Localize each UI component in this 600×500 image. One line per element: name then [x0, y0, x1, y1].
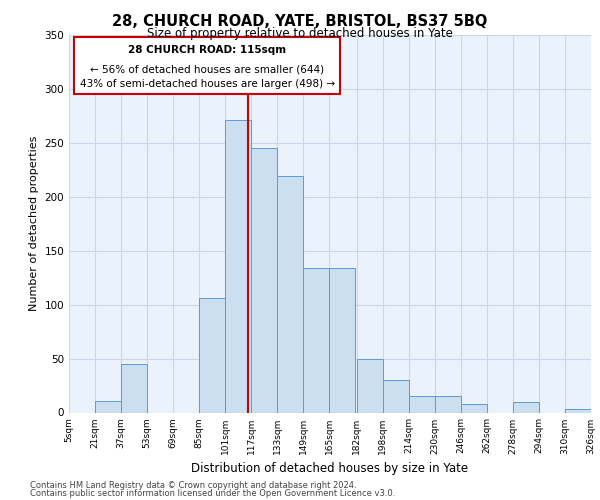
Bar	[383, 380, 409, 412]
Bar	[565, 410, 591, 412]
Y-axis label: Number of detached properties: Number of detached properties	[29, 136, 39, 312]
Bar	[513, 402, 539, 412]
Text: Contains public sector information licensed under the Open Government Licence v3: Contains public sector information licen…	[30, 489, 395, 498]
Bar	[199, 298, 225, 412]
Text: Size of property relative to detached houses in Yate: Size of property relative to detached ho…	[147, 28, 453, 40]
Bar	[303, 268, 329, 412]
Bar	[251, 148, 277, 412]
Text: 43% of semi-detached houses are larger (498) →: 43% of semi-detached houses are larger (…	[80, 80, 335, 90]
Bar	[277, 176, 303, 412]
Text: Contains HM Land Registry data © Crown copyright and database right 2024.: Contains HM Land Registry data © Crown c…	[30, 481, 356, 490]
Text: 28, CHURCH ROAD, YATE, BRISTOL, BS37 5BQ: 28, CHURCH ROAD, YATE, BRISTOL, BS37 5BQ	[112, 14, 488, 29]
Bar	[461, 404, 487, 412]
Text: 28 CHURCH ROAD: 115sqm: 28 CHURCH ROAD: 115sqm	[128, 46, 286, 56]
Bar	[435, 396, 461, 412]
Bar	[409, 396, 435, 412]
Bar	[121, 364, 147, 412]
Bar	[357, 358, 383, 412]
Bar	[95, 400, 121, 412]
Bar	[225, 120, 251, 412]
Text: ← 56% of detached houses are smaller (644): ← 56% of detached houses are smaller (64…	[90, 64, 325, 74]
Bar	[329, 268, 355, 412]
X-axis label: Distribution of detached houses by size in Yate: Distribution of detached houses by size …	[191, 462, 469, 475]
FancyBboxPatch shape	[74, 37, 340, 94]
